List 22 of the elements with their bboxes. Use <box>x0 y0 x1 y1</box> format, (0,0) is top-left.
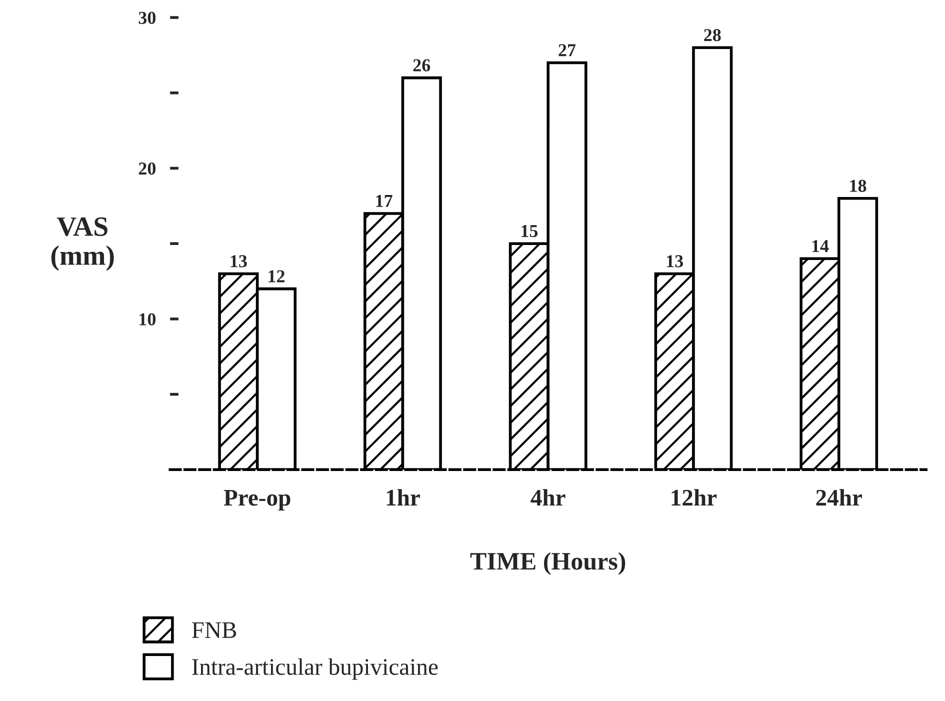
data-label: 17 <box>376 194 392 207</box>
x-tick-label: Pre-op <box>224 490 290 511</box>
data-label: 18 <box>850 180 866 192</box>
data-label: 12 <box>268 270 284 282</box>
data-label: 26 <box>413 59 430 72</box>
data-label: 13 <box>230 255 247 268</box>
x-tick-label: 1hr <box>386 489 420 506</box>
data-label: 27 <box>558 44 576 56</box>
y-tick-label: 30 <box>138 12 156 24</box>
data-label: 15 <box>522 225 538 238</box>
x-tick-label: 4hr <box>530 489 566 506</box>
y-tick-label: 20 <box>138 162 156 175</box>
x-tick-label: 12hr <box>672 489 717 506</box>
x-axis-title: TIME (Hours) <box>470 552 626 575</box>
y-axis-title: VAS (mm) <box>51 217 114 271</box>
x-tick-label: 24hr <box>816 489 862 506</box>
data-label: 28 <box>704 29 721 42</box>
legend-label: Intra-articular bupivicaine <box>192 658 438 680</box>
legend-label: FNB <box>192 622 236 638</box>
y-tick-label: 10 <box>140 313 156 326</box>
data-label: 13 <box>667 255 683 268</box>
data-label: 14 <box>812 240 829 252</box>
